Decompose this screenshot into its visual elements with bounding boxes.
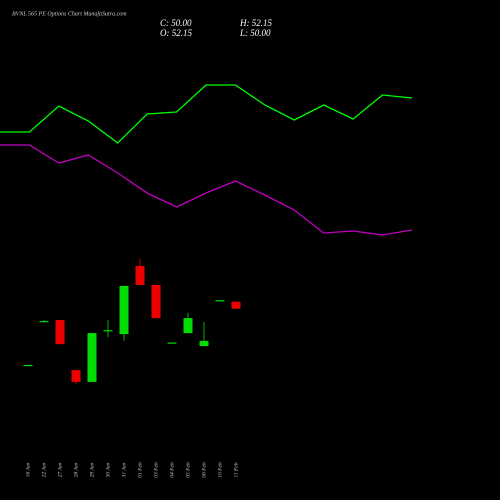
x-tick-label: 28 Jan: [73, 462, 79, 477]
chart-title: BVNL 565 PE Options Chart MunafaSutra.co…: [12, 10, 127, 17]
ohlc-low: L: 50.00: [239, 28, 271, 38]
indicator-line: [0, 144, 413, 236]
x-tick-label: 03 Feb: [153, 462, 159, 478]
x-tick-label: 30 Jan: [105, 462, 111, 478]
ohlc-open: O: 52.15: [160, 28, 192, 38]
x-tick-label: 11 Feb: [233, 462, 239, 477]
x-tick-label: 31 Jan: [121, 462, 127, 478]
candle-body: [135, 266, 145, 285]
candle-body: [183, 318, 193, 334]
candle-body: [55, 320, 65, 345]
candle-body: [71, 370, 81, 382]
candle-body: [39, 321, 49, 323]
x-tick-label: 16 Jan: [25, 462, 31, 477]
candle-body: [119, 285, 129, 335]
candle-body: [151, 284, 161, 319]
x-tick-label: 22 Jan: [41, 462, 47, 477]
candle-body: [199, 340, 209, 347]
x-tick-label: 01 Feb: [137, 462, 143, 478]
ohlc-high: H: 52.15: [239, 18, 272, 28]
candle-body: [167, 342, 177, 344]
x-tick-label: 10 Feb: [217, 462, 223, 478]
x-tick-label: 29 Jan: [89, 462, 95, 477]
candle-body: [23, 364, 33, 367]
indicator-line: [0, 84, 413, 144]
candle-body: [215, 300, 225, 302]
candle-body: [231, 301, 241, 309]
ohlc-close: C: 50.00: [160, 18, 192, 28]
x-tick-label: 06 Feb: [201, 462, 207, 478]
candle-body: [103, 330, 113, 332]
x-tick-label: 05 Feb: [185, 462, 191, 478]
x-tick-label: 04 Feb: [168, 462, 175, 478]
candle-body: [87, 333, 97, 382]
x-tick-label: 27 Jan: [57, 462, 63, 477]
